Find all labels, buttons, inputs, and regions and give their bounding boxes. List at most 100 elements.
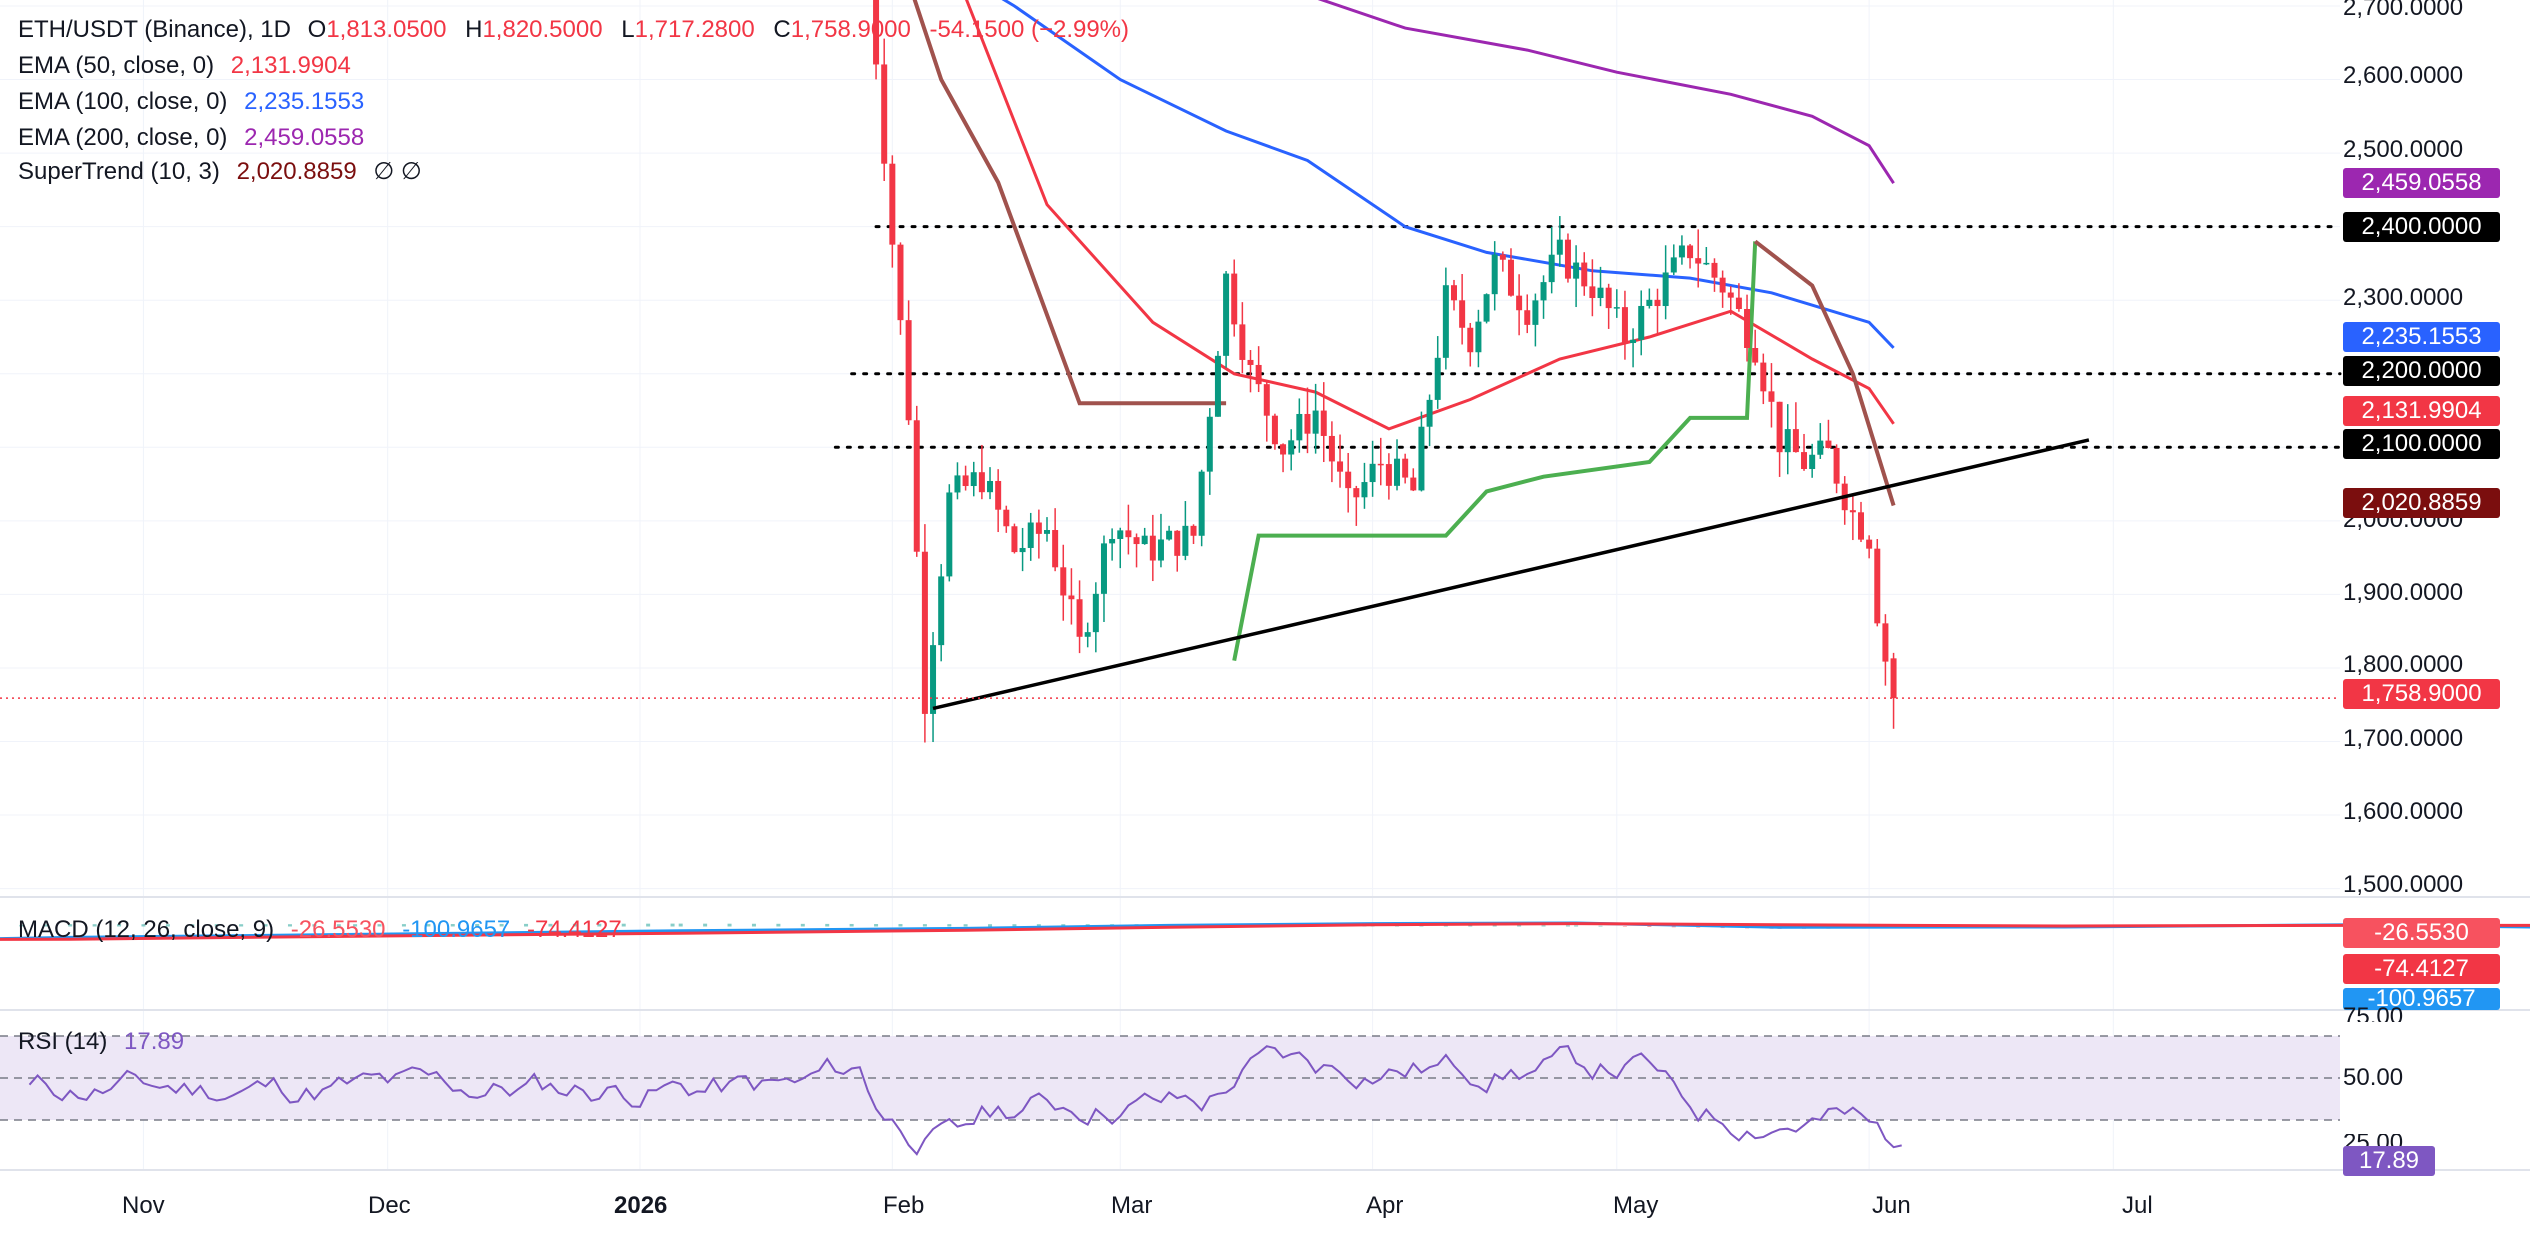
candle-body (1703, 262, 1710, 265)
supertrend-price-label: 2,020.8859 (2343, 488, 2500, 518)
last-price-label: 1,758.9000 (2343, 679, 2500, 709)
candle-body (962, 475, 969, 487)
candle-body (1377, 463, 1384, 466)
candle-body (881, 64, 888, 164)
macd-histogram-bar (825, 923, 830, 927)
candle-body (1581, 262, 1588, 287)
macd-legend[interactable]: MACD (12, 26, close, 9) -26.5530 -100.96… (18, 916, 622, 943)
rsi-value-label: 17.89 (2343, 1146, 2435, 1176)
macd-pane (0, 921, 2530, 941)
candle-body (1752, 348, 1759, 363)
time-label: Jun (1872, 1192, 1911, 1219)
candle-body (1288, 440, 1295, 455)
candle-body (1109, 538, 1116, 544)
macd-signal-line (0, 922, 2530, 941)
macd-histogram-bar (524, 923, 529, 927)
candle-body (946, 492, 953, 577)
macd-histogram-bar (776, 923, 781, 927)
macd-histogram-bar (1468, 925, 1473, 927)
macd-line (0, 921, 2530, 941)
candle-body (1695, 258, 1702, 264)
candle-body (1271, 415, 1278, 445)
candle-body (1597, 287, 1604, 299)
ema100-price-label: 2,235.1553 (2343, 322, 2500, 352)
price-tick: 2,600.0000 (2343, 62, 2464, 89)
candle-body (1524, 310, 1531, 325)
trendline (932, 438, 2090, 711)
candle-body (1239, 324, 1246, 360)
ema100-path (1001, 0, 1895, 349)
candle-body (995, 480, 1002, 510)
candle-body (930, 645, 937, 714)
candle-body (1304, 413, 1311, 434)
candle-body (1361, 482, 1368, 498)
candle-body (889, 163, 896, 245)
macd-histogram-bar (597, 923, 602, 927)
candle-body (1394, 458, 1401, 486)
supertrend-down-segment (912, 0, 1227, 406)
candle-body (1654, 299, 1661, 307)
macd-histogram-bar (475, 923, 480, 927)
candle-body (1792, 429, 1799, 453)
rsi-legend[interactable]: RSI (14) 17.89 (18, 1028, 185, 1055)
candle-body (1467, 327, 1474, 353)
candle-body (1337, 461, 1344, 472)
macd-histogram-bar (572, 923, 577, 927)
candle-body (1369, 463, 1376, 483)
ema100-legend[interactable]: EMA (100, close, 0) 2,235.1553 (18, 88, 365, 115)
candle-body (1548, 254, 1555, 283)
candle-body (1312, 410, 1319, 434)
candle-body (1768, 391, 1775, 402)
candle-body (1516, 295, 1523, 311)
candles (873, 0, 1897, 743)
candle-body (1817, 440, 1824, 455)
supertrend-up-segment (1232, 241, 1758, 661)
candle-body (1532, 300, 1539, 325)
candle-body (1035, 522, 1042, 534)
candle-body (1206, 416, 1213, 472)
macd-histogram-bar (287, 924, 292, 927)
supertrend-legend[interactable]: SuperTrend (10, 3) 2,020.8859 ∅ ∅ (18, 158, 422, 185)
candle-body (1670, 257, 1677, 273)
macd-histogram-bar (1622, 926, 1627, 927)
candle-body (1157, 539, 1164, 561)
candle-body (1459, 300, 1466, 328)
candle-body (1214, 355, 1221, 417)
macd-histogram-bar (353, 924, 358, 927)
candle-body (1149, 535, 1156, 561)
pane-separators (0, 896, 2530, 1171)
horizontal-levels (833, 225, 2342, 449)
candle-body (1678, 245, 1685, 258)
macd-histogram-bar (922, 924, 927, 927)
macd-histogram-bar (800, 923, 805, 927)
candle-body (1475, 321, 1482, 353)
candle-body (978, 472, 985, 493)
rsi-pane (0, 1035, 2340, 1156)
candle-body (1613, 307, 1620, 309)
ema200-legend[interactable]: EMA (200, close, 0) 2,459.0558 (18, 124, 365, 151)
ema50-line (965, 0, 1895, 431)
symbol-title[interactable]: ETH/USDT (Binance), 1D (18, 16, 291, 43)
candle-body (1638, 305, 1645, 340)
candle-body (1296, 413, 1303, 441)
candle-body (1125, 530, 1132, 538)
price-tick: 1,900.0000 (2343, 579, 2464, 606)
candle-body (1711, 262, 1718, 278)
macd-histogram-bar (377, 924, 382, 927)
ema50-legend[interactable]: EMA (50, close, 0) 2,131.9904 (18, 52, 351, 79)
candle-body (1866, 539, 1873, 549)
candle-body (1776, 401, 1783, 453)
candle-body (1735, 297, 1742, 309)
candle-body (1760, 362, 1767, 392)
macd-histogram-bar (548, 923, 553, 927)
candle-body (1858, 512, 1864, 540)
macd-histogram-bar (68, 924, 73, 927)
macd-histogram-bar (678, 923, 683, 927)
supertrend-down-segment (1753, 239, 1896, 507)
macd-histogram-bar (214, 924, 219, 927)
candle-body (1052, 530, 1059, 568)
candle-body (1499, 254, 1506, 260)
price-tick: 2,500.0000 (2343, 136, 2464, 163)
symbol-legend: ETH/USDT (Binance), 1D O1,813.0500 H1,82… (18, 16, 1141, 44)
